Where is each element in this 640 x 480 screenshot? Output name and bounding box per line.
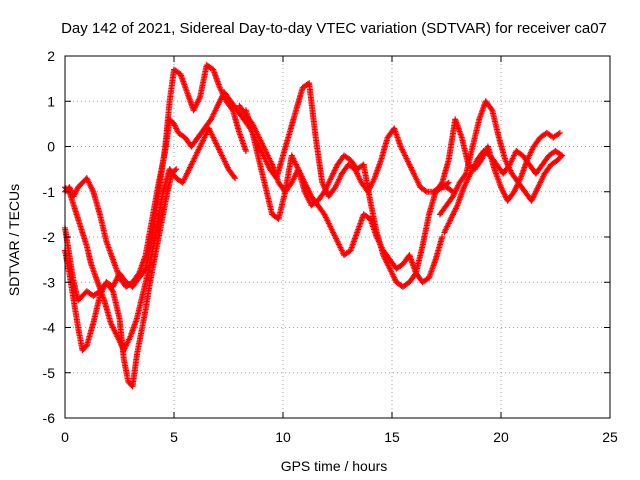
x-axis-label: GPS time / hours [281, 458, 388, 474]
y-tick-label: -5 [43, 365, 56, 381]
series-2 [62, 89, 247, 290]
data-point [173, 166, 180, 173]
y-tick-label: 1 [47, 93, 55, 109]
data-point [556, 129, 563, 136]
y-axis-label: SDTVAR / TECUs [6, 184, 22, 296]
y-tick-label: -2 [43, 229, 56, 245]
series-10 [441, 148, 566, 236]
data-point [422, 187, 429, 194]
series-5 [240, 80, 457, 200]
data-point [555, 130, 562, 137]
x-tick-label: 5 [170, 429, 178, 445]
axis-ticks [64, 55, 611, 419]
chart-title: Day 142 of 2021, Sidereal Day-to-day VTE… [61, 20, 607, 37]
y-tick-label: -4 [43, 320, 56, 336]
y-tick-label: 0 [47, 139, 55, 155]
data-point [445, 179, 452, 186]
x-tick-label: 15 [384, 429, 400, 445]
data-point [488, 106, 495, 113]
x-tick-label: 0 [61, 429, 69, 445]
series-7 [236, 102, 446, 286]
data-point [557, 151, 564, 158]
data-point [438, 180, 445, 187]
x-tick-label: 20 [493, 429, 509, 445]
data-point [559, 152, 566, 159]
x-tick-label: 10 [275, 429, 291, 445]
data-point [232, 175, 239, 182]
y-tick-label: -1 [43, 184, 56, 200]
series-4 [62, 166, 180, 390]
data-point [231, 173, 238, 180]
series-6 [242, 107, 452, 290]
data-marks [62, 62, 566, 390]
x-tick-label: 25 [602, 429, 618, 445]
data-point [172, 167, 179, 174]
data-point [109, 287, 116, 294]
y-tick-label: -3 [43, 274, 56, 290]
data-point [444, 180, 451, 187]
series-9 [436, 98, 566, 218]
y-tick-label: -6 [43, 410, 56, 426]
data-point [141, 266, 148, 273]
data-point [242, 148, 249, 155]
data-point [439, 234, 446, 240]
y-tick-label: 2 [47, 48, 55, 64]
data-point [228, 106, 235, 113]
